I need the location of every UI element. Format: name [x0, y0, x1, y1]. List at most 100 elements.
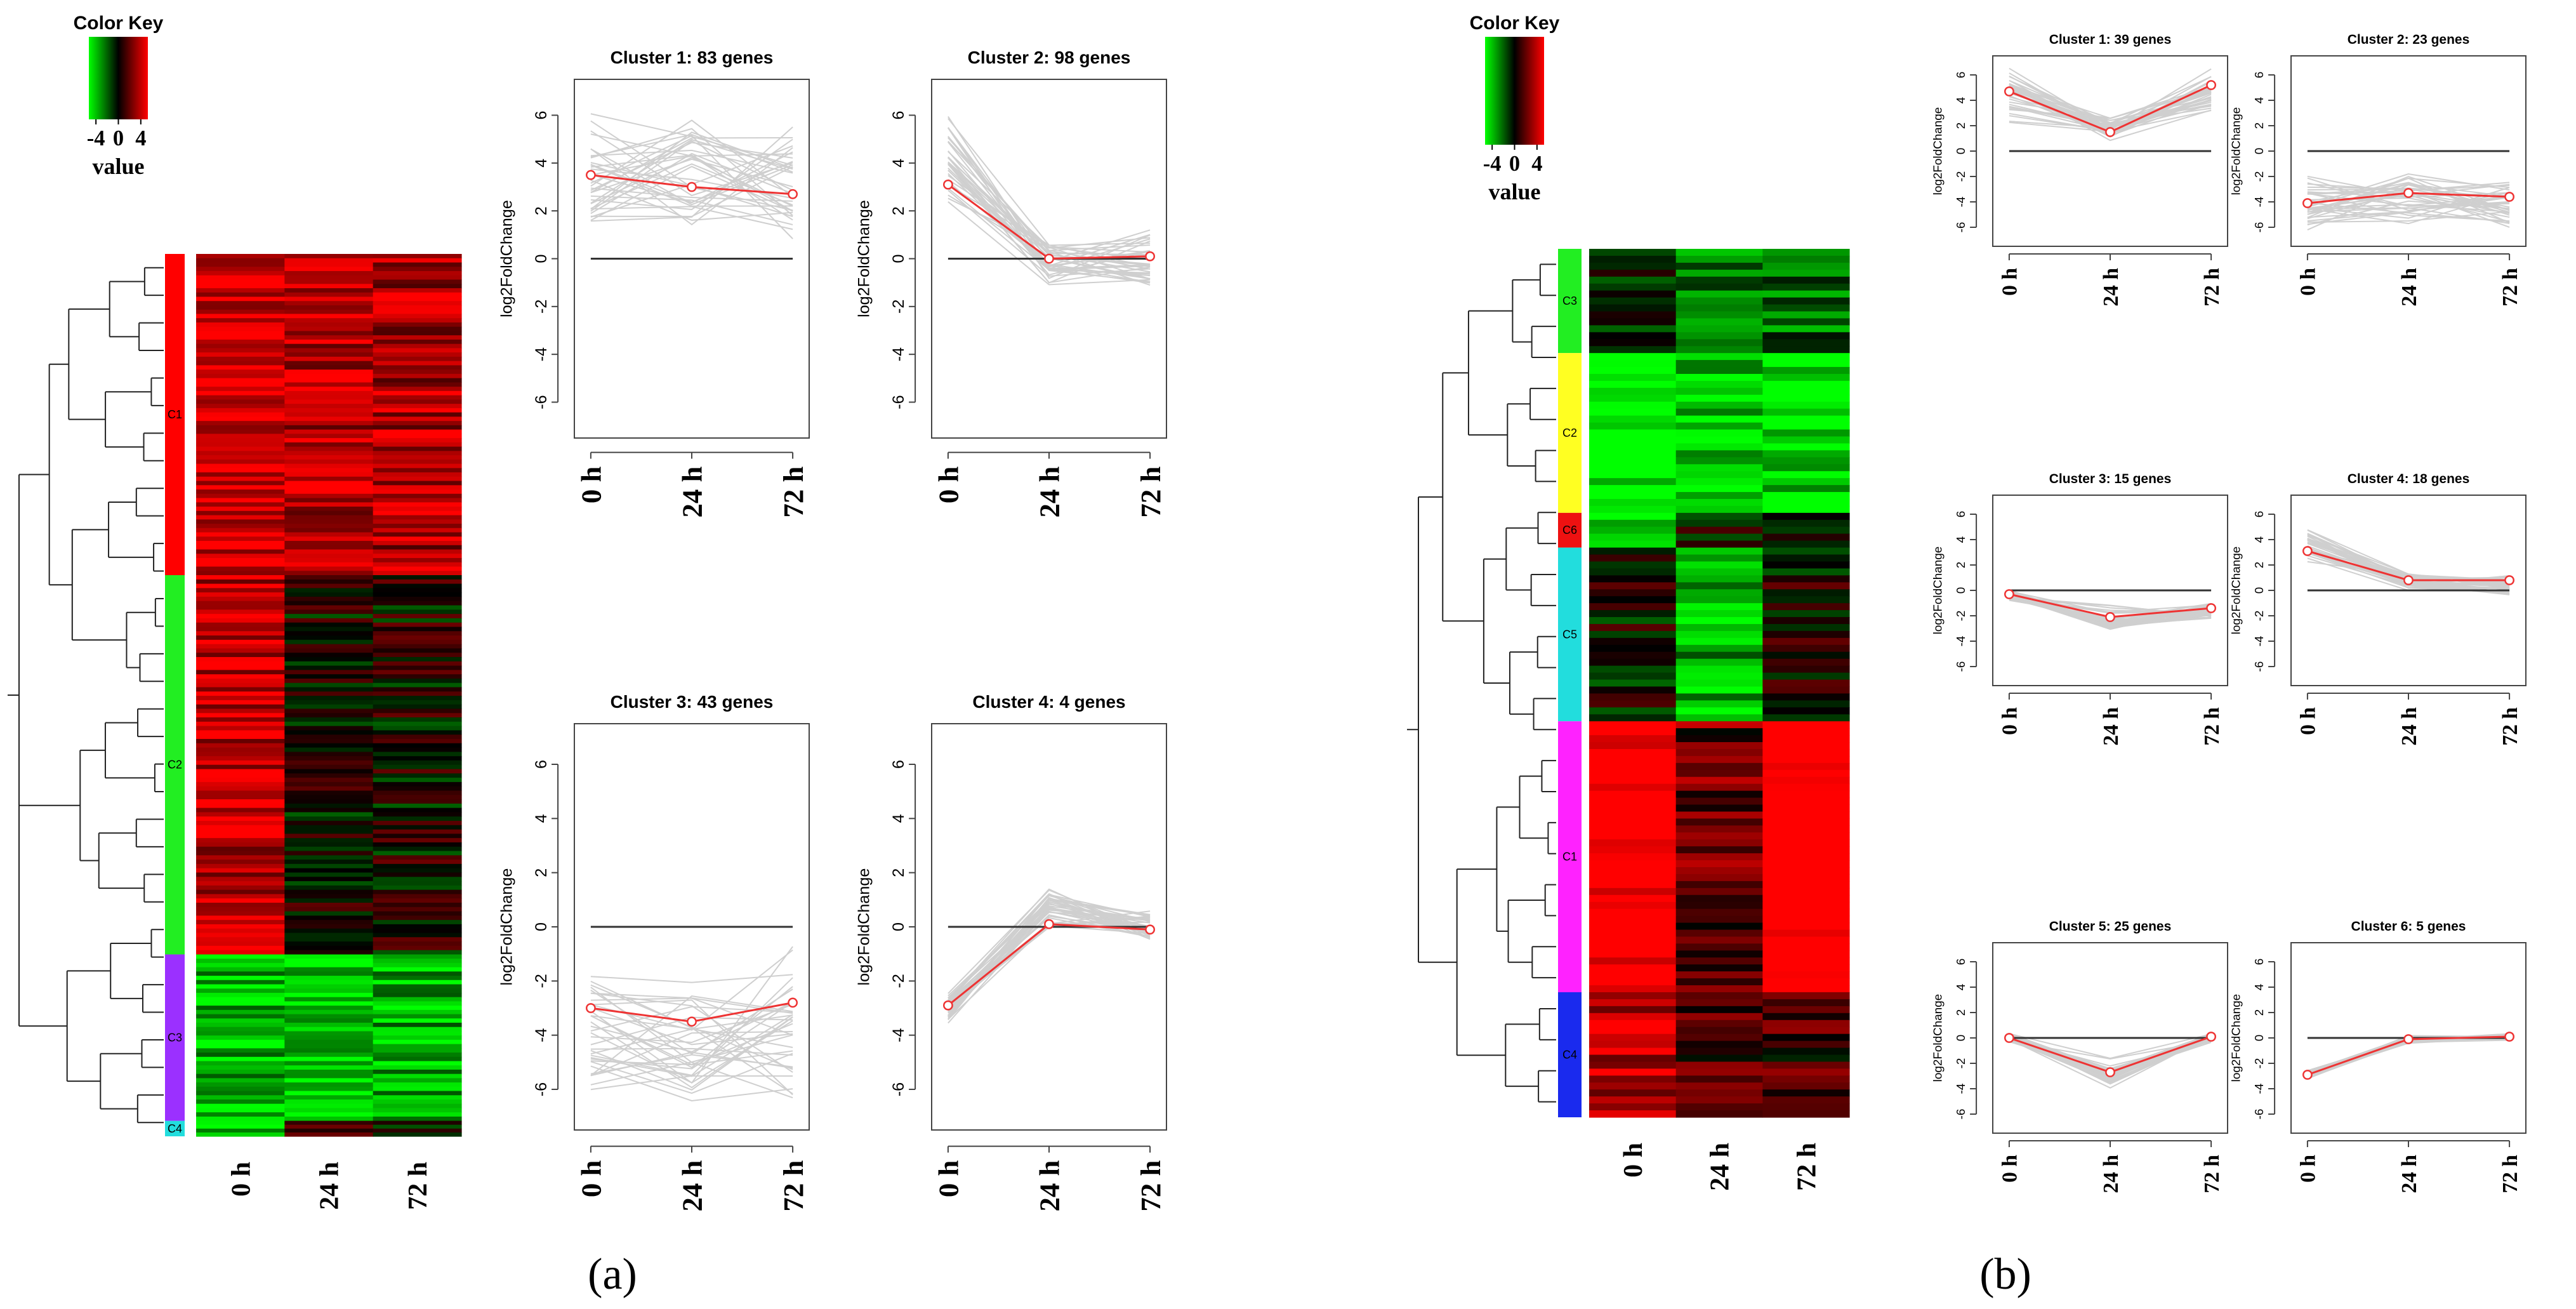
heatmap-cell	[1675, 603, 1763, 611]
heatmap-cell	[373, 412, 462, 417]
heatmap-cell	[196, 614, 285, 619]
heatmap-cell	[284, 1018, 374, 1023]
heatmap-cell	[284, 790, 374, 795]
heatmap-cell	[284, 730, 374, 735]
heatmap-cell	[373, 314, 462, 319]
heatmap-cell	[284, 885, 374, 891]
heatmap-cell	[196, 756, 285, 761]
heatmap-cell	[1675, 380, 1763, 389]
gene-line	[590, 980, 793, 1094]
heatmap-cell	[284, 825, 374, 830]
heatmap-cell	[1589, 755, 1677, 764]
heatmap-cell	[373, 825, 462, 830]
heatmap-cell	[373, 549, 462, 554]
heatmap-cell	[1675, 707, 1763, 715]
heatmap-cell	[1762, 387, 1850, 395]
heatmap-cell	[1762, 936, 1850, 944]
heatmap-cell	[284, 1006, 374, 1011]
heatmap-cell	[1762, 512, 1850, 521]
heatmap-cell	[196, 803, 285, 809]
heatmap-cell	[1762, 582, 1850, 590]
heatmap-cell	[373, 267, 462, 272]
heatmap-cell	[1675, 1075, 1763, 1083]
heatmap-cell	[1762, 276, 1850, 284]
heatmap-cell	[284, 941, 374, 947]
heatmap-cell	[1589, 894, 1677, 903]
heatmap-cell	[196, 988, 285, 993]
heatmap-cell	[1589, 721, 1677, 729]
heatmap-cell	[284, 984, 374, 989]
heatmap-cell	[1589, 394, 1677, 402]
heatmap-cell	[1675, 908, 1763, 917]
heatmap-cell	[1589, 707, 1677, 715]
heatmap-cell	[1589, 353, 1677, 361]
heatmap-cell	[1675, 325, 1763, 333]
mean-point	[2403, 575, 2414, 585]
cluster-plot-a-2: Cluster 2: 98 genes -6 -4 -2 0 2 4 6 log2FoldCha…	[855, 48, 1167, 518]
heatmap-cell	[196, 305, 285, 310]
heatmap-cell	[196, 937, 285, 942]
heatmap-cell	[373, 713, 462, 718]
heatmap-cell	[373, 971, 462, 976]
gene-line	[2009, 84, 2212, 119]
cluster-plot-b-3: Cluster 3: 15 genes -6 -4 -2 0 2 4 6 log2FoldCha…	[1932, 472, 2228, 746]
heatmap-cell	[284, 1103, 374, 1109]
heatmap-cell	[284, 1073, 374, 1079]
heatmap-cell	[373, 1031, 462, 1036]
heatmap-cell	[1762, 401, 1850, 409]
heatmap-cell	[373, 309, 462, 315]
heatmap-cell	[1675, 804, 1763, 813]
heatmap-cell	[284, 524, 374, 529]
heatmap-cell	[1675, 422, 1763, 430]
heatmap-column-label: 0 h	[1619, 1143, 1648, 1178]
mean-point	[2004, 86, 2014, 96]
y-tick-label: 6	[532, 110, 550, 119]
plot-title: Cluster 6: 5 genes	[2351, 919, 2466, 934]
heatmap-cell	[373, 390, 462, 396]
heatmap-cell	[373, 820, 462, 826]
cluster-plot-b-2: Cluster 2: 23 genes -6 -4 -2 0 2 4 6 log2FoldCha…	[2230, 32, 2526, 307]
heatmap-cell	[1589, 332, 1677, 340]
heatmap-cell	[196, 752, 285, 757]
heatmap-cell	[373, 674, 462, 679]
heatmap-cell	[196, 566, 285, 571]
color-key-tick-label: -4	[1483, 152, 1502, 176]
heatmap-cell	[1589, 554, 1677, 562]
heatmap-cell	[284, 971, 374, 976]
heatmap-cell	[1589, 1047, 1677, 1056]
heatmap-cell	[373, 270, 462, 276]
mean-point	[2302, 198, 2313, 208]
heatmap-cell	[373, 1124, 462, 1129]
heatmap-cell	[196, 825, 285, 830]
mean-line	[947, 923, 1151, 1006]
heatmap-cell	[284, 721, 374, 727]
heatmap-cell	[1762, 1110, 1850, 1118]
heatmap-cell	[1675, 401, 1763, 409]
heatmap-cell	[1589, 360, 1677, 368]
y-tick-label: 4	[1955, 984, 1968, 991]
heatmap-cell	[196, 846, 285, 852]
color-key-tick-label: -4	[87, 126, 105, 150]
heatmap-cell	[284, 829, 374, 834]
y-tick-label: 2	[2253, 562, 2266, 569]
y-tick-label: 2	[2253, 1009, 2266, 1016]
heatmap-cell	[1589, 519, 1677, 528]
heatmap-cell	[284, 976, 374, 981]
heatmap-cell	[1762, 693, 1850, 701]
heatmap-cell	[373, 962, 462, 968]
heatmap-cell	[373, 566, 462, 571]
cluster-bar-c5	[1558, 547, 1582, 722]
heatmap-cell	[1762, 853, 1850, 861]
heatmap-cell	[196, 387, 285, 392]
heatmap-cell	[1589, 769, 1677, 778]
heatmap-cell	[1589, 596, 1677, 604]
heatmap-cell	[196, 498, 285, 503]
heatmap-cell	[1589, 1033, 1677, 1042]
heatmap-cell	[1762, 485, 1850, 493]
heatmap-cell	[1675, 596, 1763, 604]
gene-line	[590, 1075, 793, 1091]
plot-title: Cluster 5: 25 genes	[2049, 919, 2172, 934]
heatmap-cell	[196, 279, 285, 284]
heatmap-cell	[373, 373, 462, 379]
plot-title: Cluster 4: 18 genes	[2348, 472, 2470, 486]
